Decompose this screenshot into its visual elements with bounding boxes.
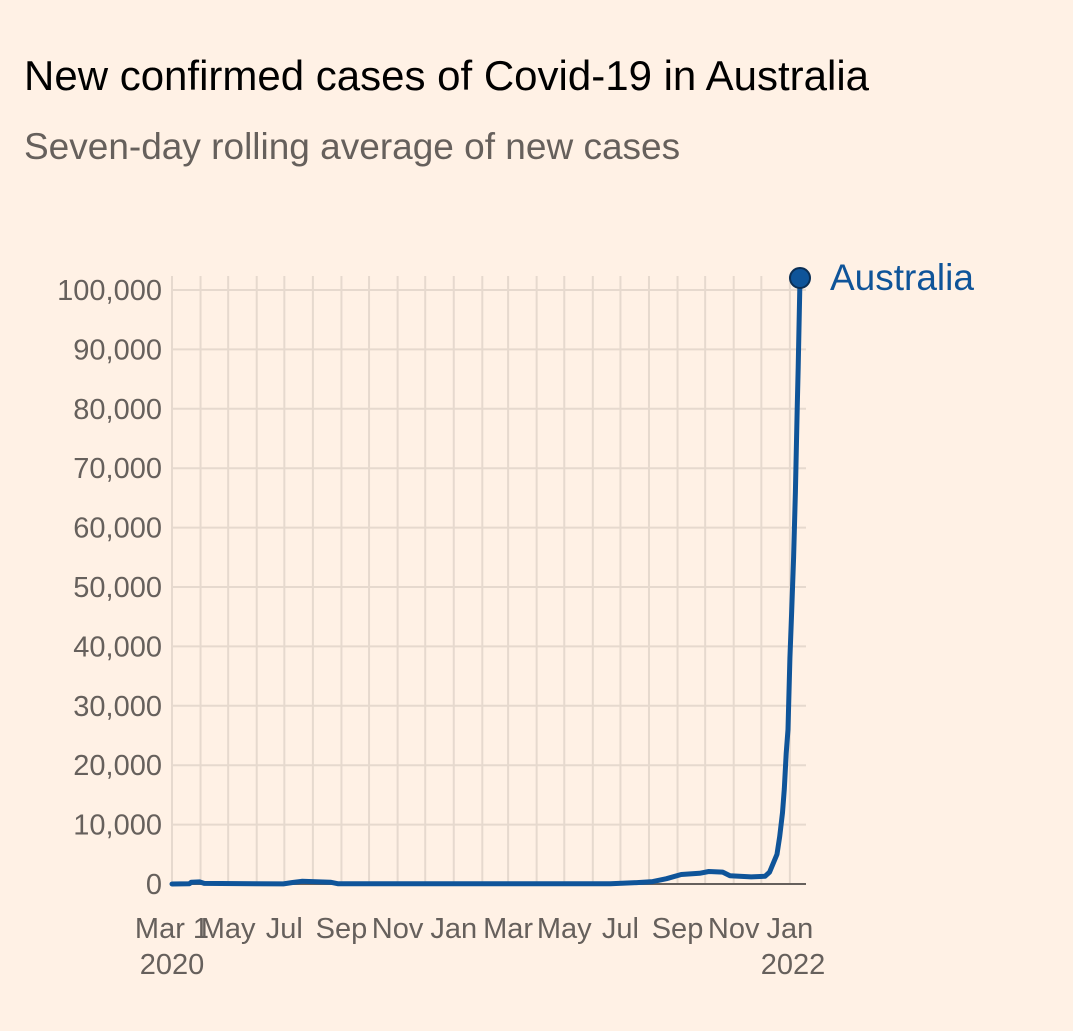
x-tick-label: Jul bbox=[602, 913, 639, 945]
y-tick-label: 50,000 bbox=[73, 572, 162, 604]
y-tick-label: 10,000 bbox=[73, 810, 162, 842]
x-tick-label: Nov bbox=[372, 913, 424, 945]
chart-title: New confirmed cases of Covid-19 in Austr… bbox=[24, 52, 870, 99]
series-line-australia bbox=[169, 275, 803, 887]
x-tick-label: Mar 1 bbox=[135, 913, 209, 945]
y-axis-labels: 0 10,000 20,000 30,000 40,000 50,000 60,000 70,… bbox=[57, 275, 162, 901]
x-tick-label: Sep bbox=[316, 913, 368, 945]
y-tick-label: 30,000 bbox=[73, 691, 162, 723]
x-tick-year-label: 2022 bbox=[761, 949, 826, 981]
y-tick-label: 70,000 bbox=[73, 453, 162, 485]
y-tick-label: 0 bbox=[146, 869, 162, 901]
y-tick-label: 90,000 bbox=[73, 334, 162, 366]
chart-subtitle: Seven-day rolling average of new cases bbox=[24, 126, 681, 167]
x-tick-label: Jul bbox=[266, 913, 303, 945]
y-tick-label: 60,000 bbox=[73, 513, 162, 545]
x-tick-label: Jan bbox=[766, 913, 813, 945]
x-tick-label: Nov bbox=[708, 913, 760, 945]
y-tick-label: 20,000 bbox=[73, 750, 162, 782]
x-tick-year-label: 2020 bbox=[140, 949, 205, 981]
x-tick-label: May bbox=[537, 913, 592, 945]
series-end-marker bbox=[789, 267, 811, 289]
x-tick-label: Mar bbox=[483, 913, 533, 945]
y-tick-label: 80,000 bbox=[73, 394, 162, 426]
series-legend-label: Australia bbox=[830, 257, 974, 298]
grid-vertical bbox=[171, 276, 791, 884]
grid-horizontal bbox=[172, 289, 806, 826]
y-tick-label: 40,000 bbox=[73, 631, 162, 663]
x-tick-label: May bbox=[201, 913, 256, 945]
x-tick-label: Sep bbox=[652, 913, 704, 945]
x-tick-label: Jan bbox=[430, 913, 477, 945]
y-tick-label: 100,000 bbox=[57, 275, 162, 307]
